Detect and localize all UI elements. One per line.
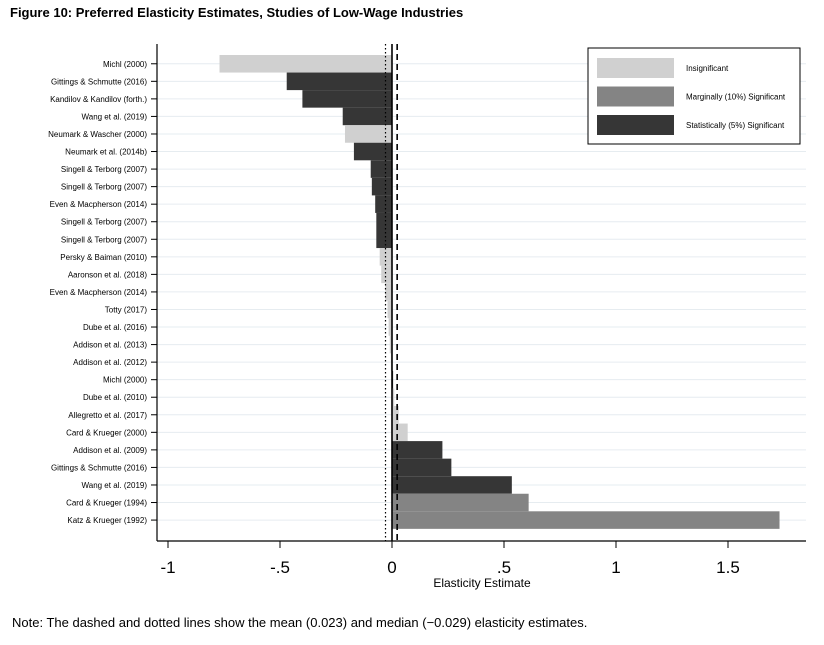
y-tick-label: Card & Krueger (2000) [66,428,147,437]
legend-swatch [597,58,674,78]
y-tick-label: Gittings & Schmutte (2016) [51,463,147,472]
x-tick-label: -.5 [270,558,290,577]
bar [375,195,392,213]
y-tick-label: Card & Krueger (1994) [66,499,147,508]
bar [392,511,780,529]
y-tick-label: Dube et al. (2010) [83,393,147,402]
y-tick-label: Kandilov & Kandilov (forth.) [50,95,147,104]
y-tick-label: Singell & Terborg (2007) [61,183,147,192]
y-tick-label: Even & Macpherson (2014) [50,288,148,297]
bar [302,90,392,108]
bar [392,441,443,459]
y-tick-label: Aaronson et al. (2018) [68,270,147,279]
figure-note: Note: The dashed and dotted lines show t… [12,615,588,630]
y-tick-label: Even & Macpherson (2014) [50,200,148,209]
y-tick-label: Wang et al. (2019) [81,481,147,490]
y-tick-label: Singell & Terborg (2007) [61,235,147,244]
bar [376,230,392,249]
bar [381,265,392,284]
y-tick-label: Gittings & Schmutte (2016) [51,77,147,86]
x-tick-label: 1 [611,558,620,577]
bar [286,72,392,91]
y-tick-label: Persky & Baiman (2010) [60,253,147,262]
bar [392,493,529,512]
bar [388,318,392,336]
legend-swatch [597,115,674,135]
bar-layer [219,55,780,529]
bar [392,458,452,477]
bar [389,335,392,354]
y-tick-label: Singell & Terborg (2007) [61,218,147,227]
bar [392,388,395,406]
grid-layer [157,63,806,521]
x-tick-label: -1 [160,558,175,577]
bar [370,160,392,178]
bar [385,283,392,301]
x-tick-label: 0 [387,558,396,577]
bar [219,55,392,73]
y-tick-label: Katz & Krueger (1992) [67,516,147,525]
x-tick-label: 1.5 [716,558,740,577]
axis-layer: Michl (2000) Gittings & Schmutte (2016) Ka… [48,44,806,590]
y-tick-label: Addison et al. (2012) [73,358,147,367]
legend-label: Statistically (5%) Significant [686,121,785,130]
y-tick-label: Dube et al. (2016) [83,323,147,332]
y-tick-label: Addison et al. (2013) [73,341,147,350]
bar [392,406,399,424]
legend-label: Insignificant [686,64,729,73]
figure-title: Figure 10: Preferred Elasticity Estimate… [10,5,464,20]
bar [392,423,408,442]
y-tick-label: Michl (2000) [103,60,147,69]
legend-swatch [597,86,674,107]
y-tick-label: Allegretto et al. (2017) [68,411,147,420]
y-tick-label: Neumark et al. (2014b) [65,148,147,157]
bar [342,107,392,126]
bar [371,177,392,196]
legend: Insignificant Marginally (10%) Significan… [587,47,801,145]
y-tick-label: Addison et al. (2009) [73,446,147,455]
reference-lines [384,44,398,541]
bar [353,142,392,161]
bar [392,476,512,494]
y-tick-label: Michl (2000) [103,376,147,385]
legend-label: Marginally (10%) Significant [686,93,786,102]
y-tick-label: Neumark & Wascher (2000) [48,130,147,139]
x-tick-label: .5 [497,558,511,577]
y-tick-label: Wang et al. (2019) [81,112,147,121]
y-tick-label: Singell & Terborg (2007) [61,165,147,174]
bar [387,300,392,319]
bar [344,125,392,143]
x-axis-title: Elasticity Estimate [433,576,531,590]
bar [376,212,392,231]
y-tick-label: Totty (2017) [105,305,148,314]
